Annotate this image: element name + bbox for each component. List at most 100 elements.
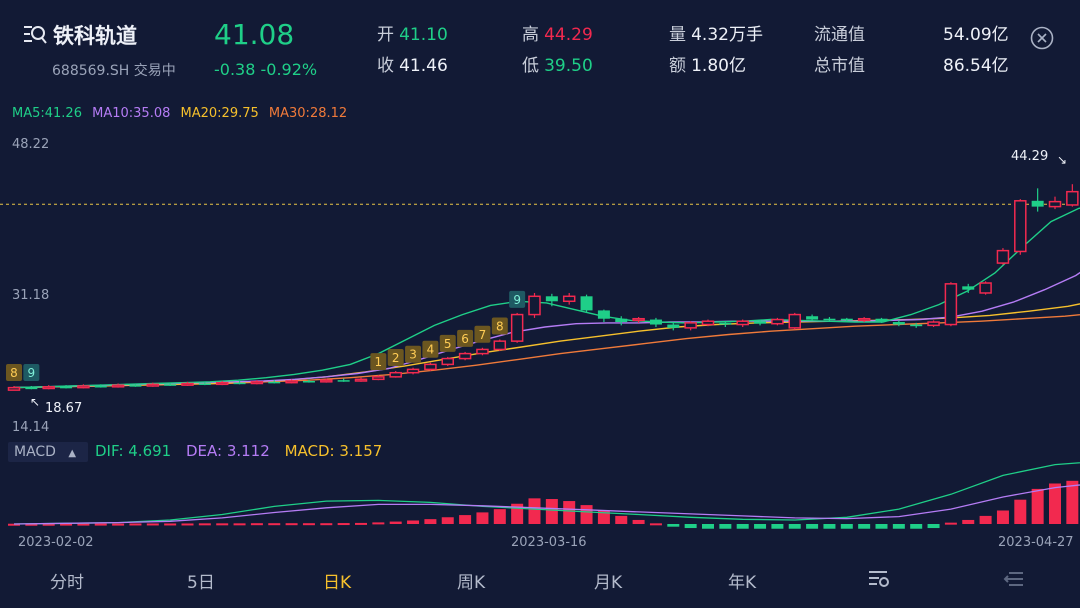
candle bbox=[302, 379, 315, 383]
td-label: 6 bbox=[457, 329, 474, 347]
macd-bar bbox=[181, 523, 194, 526]
candle-body bbox=[892, 322, 905, 325]
macd-indicator-selector[interactable]: MACD ▲ bbox=[8, 442, 88, 462]
candle-body bbox=[424, 363, 437, 371]
td-label-box bbox=[387, 349, 404, 367]
ma30-label: MA30:28.12 bbox=[268, 106, 348, 121]
macd-bar bbox=[944, 522, 957, 525]
candle bbox=[597, 309, 610, 323]
collapse-menu-icon[interactable] bbox=[1003, 570, 1025, 588]
macd-bar bbox=[476, 512, 489, 524]
stock-name[interactable]: 铁科轨道 bbox=[53, 24, 137, 48]
candle-body bbox=[94, 385, 107, 388]
macd-bar bbox=[459, 515, 472, 524]
td-label-text: 4 bbox=[427, 343, 435, 357]
macd-bar bbox=[268, 523, 281, 526]
tab-yearly-k[interactable]: 年K bbox=[728, 573, 757, 593]
candle bbox=[42, 385, 55, 390]
candle-body bbox=[771, 318, 784, 325]
candle-body bbox=[857, 317, 871, 322]
candle bbox=[667, 322, 680, 331]
macd-bar bbox=[823, 524, 836, 529]
td-label-box bbox=[439, 334, 456, 352]
ma10-label: MA10:35.08 bbox=[92, 106, 171, 121]
candle bbox=[129, 383, 142, 387]
candle bbox=[649, 317, 662, 328]
td-label: 7 bbox=[474, 325, 491, 343]
tab-intraday[interactable]: 分时 bbox=[50, 573, 84, 593]
y-tick-top: 48.22 bbox=[12, 137, 50, 152]
stat-low: 低 39.50 bbox=[522, 51, 593, 76]
candle-body bbox=[233, 382, 246, 385]
candle bbox=[198, 381, 211, 386]
stat-label: 量 bbox=[669, 25, 686, 45]
candle bbox=[1031, 188, 1044, 212]
candle-body bbox=[111, 384, 125, 388]
td-label-box bbox=[457, 329, 474, 347]
candle bbox=[181, 381, 194, 386]
candle bbox=[562, 292, 576, 305]
candle bbox=[424, 362, 437, 372]
stat-label: 开 bbox=[377, 25, 394, 45]
candle bbox=[754, 319, 767, 326]
candle bbox=[372, 375, 385, 381]
macd-bar bbox=[545, 499, 558, 524]
search-icon[interactable] bbox=[22, 22, 48, 48]
candle bbox=[979, 281, 992, 295]
macd-selector-label: MACD bbox=[14, 444, 56, 460]
candle bbox=[7, 385, 21, 391]
candle bbox=[892, 320, 905, 327]
ma5-line bbox=[13, 207, 1080, 389]
candle bbox=[77, 384, 90, 389]
candle-body bbox=[285, 380, 298, 384]
macd-bar bbox=[788, 524, 801, 529]
macd-bar bbox=[60, 523, 73, 526]
stat-total-cap-label: 总市值 bbox=[814, 56, 865, 76]
macd-bar bbox=[42, 523, 55, 526]
candle-body bbox=[458, 352, 472, 360]
macd-bar bbox=[441, 517, 454, 524]
td-label-text: 8 bbox=[10, 366, 18, 380]
td-label: 3 bbox=[405, 345, 422, 363]
candle bbox=[771, 317, 784, 326]
stat-label: 额 bbox=[669, 56, 686, 76]
candle-body bbox=[649, 319, 662, 325]
price-change: -0.38 -0.92% bbox=[214, 60, 318, 79]
macd-bar bbox=[754, 524, 767, 529]
macd-bar bbox=[77, 523, 90, 526]
macd-bar bbox=[892, 524, 905, 529]
close-icon[interactable] bbox=[1030, 26, 1054, 50]
td-label-box bbox=[23, 363, 40, 381]
tab-weekly-k[interactable]: 周K bbox=[457, 573, 486, 593]
candle bbox=[528, 292, 541, 318]
tab-monthly-k[interactable]: 月K bbox=[594, 573, 623, 593]
macd-bar bbox=[25, 523, 38, 526]
candle bbox=[1014, 199, 1027, 255]
td-label-box bbox=[474, 325, 491, 343]
chart-settings-icon[interactable] bbox=[867, 568, 891, 590]
current-price: 41.08 bbox=[214, 18, 295, 51]
stat-value: 39.50 bbox=[544, 56, 593, 76]
macd-bar bbox=[372, 522, 385, 525]
macd-bar bbox=[112, 523, 125, 526]
macd-bar bbox=[355, 522, 367, 525]
macd-bar bbox=[528, 498, 541, 524]
macd-bar bbox=[389, 521, 402, 524]
tab-5day[interactable]: 5日 bbox=[187, 573, 215, 593]
td-label-box bbox=[491, 317, 508, 335]
tab-daily-k[interactable]: 日K bbox=[323, 573, 352, 593]
macd-bar bbox=[337, 523, 350, 526]
candle bbox=[146, 382, 160, 387]
candle-body bbox=[164, 384, 177, 386]
candle bbox=[823, 317, 836, 322]
dea-label: DEA: 3.112 bbox=[185, 442, 270, 460]
candle-body bbox=[545, 296, 558, 302]
candle bbox=[94, 384, 107, 388]
macd-bar bbox=[1031, 488, 1044, 524]
ma30-line bbox=[13, 313, 1080, 389]
macd-bar bbox=[285, 523, 298, 526]
candle-body bbox=[979, 282, 992, 294]
stat-float-cap-value: 54.09亿 bbox=[943, 25, 1009, 45]
macd-bar bbox=[927, 524, 940, 529]
